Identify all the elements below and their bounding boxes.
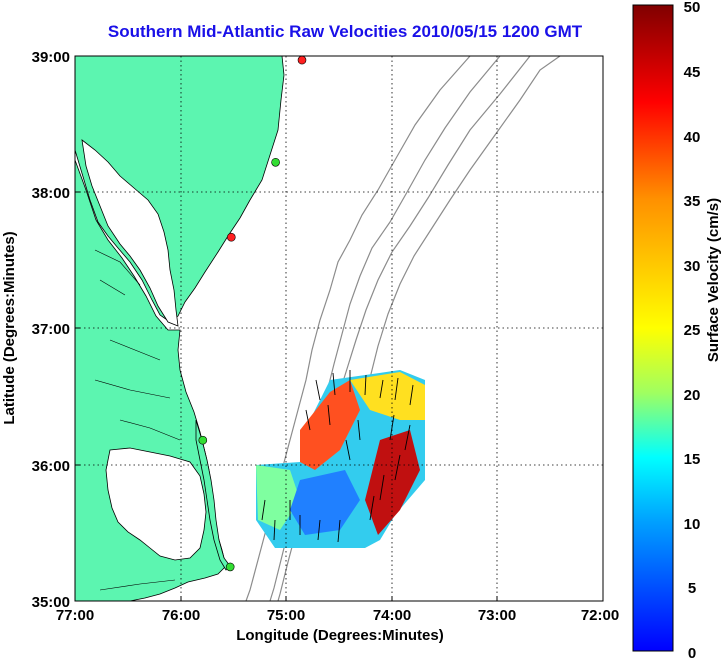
colorbar-tick-label: 20 bbox=[684, 387, 701, 404]
x-tick-label: 77:00 bbox=[56, 607, 94, 624]
colorbar-tick-label: 45 bbox=[684, 64, 701, 81]
radar-stations bbox=[198, 55, 307, 572]
river-lines bbox=[94, 249, 181, 591]
colorbar-tick-label: 5 bbox=[688, 580, 696, 597]
radar-station-marker bbox=[297, 55, 307, 65]
colorbar-tick-label: 30 bbox=[684, 258, 701, 275]
y-tick-label: 38:00 bbox=[32, 185, 70, 202]
radar-station-marker bbox=[198, 435, 208, 445]
velocity-vectors bbox=[261, 370, 414, 543]
y-tick-label: 35:00 bbox=[32, 594, 70, 611]
x-tick-label: 76:00 bbox=[162, 607, 200, 624]
y-axis-label: Latitude (Degrees:Minutes) bbox=[1, 231, 18, 424]
velocity-patch-red-east bbox=[365, 430, 420, 535]
radar-station-marker bbox=[225, 562, 235, 572]
velocity-patch-yellow bbox=[350, 372, 425, 420]
x-tick-labels: 77:00 76:00 75:00 74:00 73:00 72:00 bbox=[56, 607, 619, 624]
colorbar-tick-label: 10 bbox=[684, 516, 701, 533]
colorbar-tick-label: 25 bbox=[684, 322, 701, 339]
colorbar-gradient bbox=[632, 4, 674, 652]
colorbar-tick-label: 50 bbox=[684, 0, 701, 16]
colorbar-tick-label: 0 bbox=[688, 645, 696, 659]
land-delmarva bbox=[74, 55, 285, 323]
radar-station-marker bbox=[227, 232, 236, 242]
y-tick-label: 36:00 bbox=[32, 458, 70, 475]
y-tick-labels: 39:00 38:00 37:00 36:00 35:00 bbox=[32, 49, 70, 611]
colorbar-tick-label: 40 bbox=[684, 129, 701, 146]
velocity-patch-green bbox=[256, 465, 300, 530]
colorbar: 50 45 40 35 30 25 20 15 10 5 0 Surface V… bbox=[632, 0, 722, 659]
grid-lines bbox=[75, 56, 603, 601]
x-axis-label: Longitude (Degrees:Minutes) bbox=[236, 627, 444, 644]
y-tick-label: 37:00 bbox=[32, 321, 70, 338]
radar-station-marker bbox=[271, 158, 280, 167]
colorbar-ticks: 50 45 40 35 30 25 20 15 10 5 0 bbox=[684, 0, 701, 659]
colorbar-label: Surface Velocity (cm/s) bbox=[705, 198, 722, 362]
x-tick-label: 73:00 bbox=[478, 607, 516, 624]
tick-marks bbox=[75, 191, 498, 601]
y-tick-label: 39:00 bbox=[32, 49, 70, 66]
x-tick-label: 74:00 bbox=[373, 607, 411, 624]
land-layer bbox=[74, 55, 285, 602]
chesapeake-bay bbox=[81, 139, 179, 327]
velocity-field bbox=[256, 370, 425, 548]
map-panel bbox=[74, 55, 604, 602]
x-tick-label: 72:00 bbox=[581, 607, 619, 624]
colorbar-tick-label: 35 bbox=[684, 193, 701, 210]
colorbar-tick-label: 15 bbox=[684, 451, 701, 468]
figure-title: Southern Mid-Atlantic Raw Velocities 201… bbox=[108, 22, 583, 41]
velocity-patch-blue bbox=[290, 470, 360, 535]
x-tick-label: 75:00 bbox=[267, 607, 305, 624]
contour-slope bbox=[363, 55, 561, 413]
